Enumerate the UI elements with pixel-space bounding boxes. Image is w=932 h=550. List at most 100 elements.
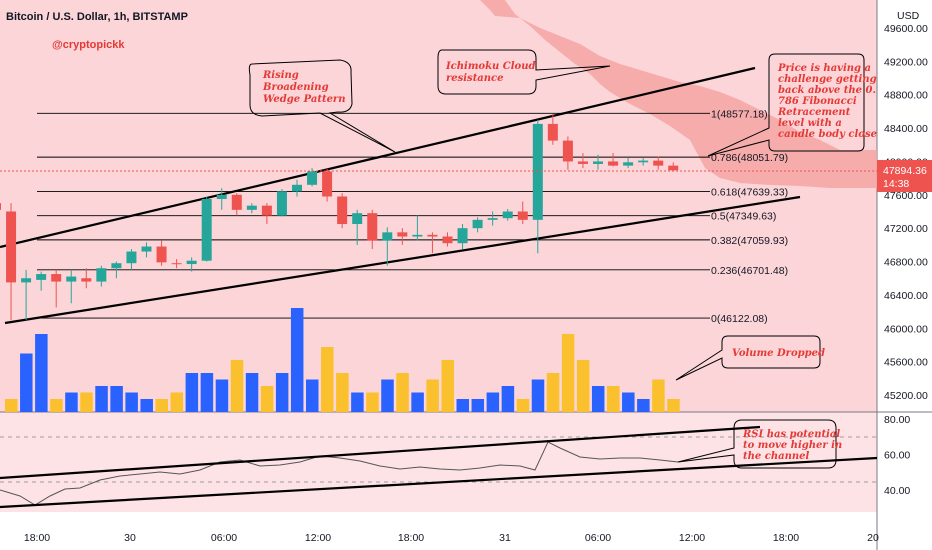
candle-body bbox=[0, 203, 1, 210]
fibonacci-retracement[interactable]: 1(48577.18) 0.786(48051.79) 0.618(47639.33… bbox=[37, 108, 788, 325]
time-axis-ticks[interactable]: 18:00 30 06:00 12:00 18:00 31 06:00 12:00 18:00 2… bbox=[24, 532, 879, 544]
note-cloud-callout bbox=[437, 49, 611, 95]
price-tick-label: 48400.00 bbox=[884, 123, 928, 135]
note-rsi[interactable]: RSI has potential to move higher in the … bbox=[677, 419, 842, 469]
candle-body bbox=[96, 268, 107, 282]
time-tick-label: 31 bbox=[499, 532, 511, 544]
fib-level-label: 0.236(46701.48) bbox=[711, 265, 788, 277]
time-tick-label: 06:00 bbox=[585, 532, 611, 544]
note-fib-line-6: level with a bbox=[778, 118, 842, 129]
candle-body bbox=[337, 196, 348, 225]
note-volume-callout bbox=[675, 335, 821, 381]
volume-bar bbox=[80, 392, 93, 412]
price-tick-label: 46800.00 bbox=[884, 257, 928, 269]
volume-bar bbox=[411, 392, 424, 412]
time-tick-label: 12:00 bbox=[305, 532, 331, 544]
candle-body bbox=[547, 123, 558, 141]
note-wedge[interactable]: Rising Broadening Wedge Pattern bbox=[248, 59, 396, 153]
note-volume-line-1: Volume Dropped bbox=[732, 348, 825, 359]
rsi-line bbox=[0, 441, 679, 506]
volume-bar bbox=[170, 392, 184, 412]
candle-body bbox=[307, 171, 318, 185]
candlesticks bbox=[0, 113, 679, 320]
fib-level-label: 0.382(47059.93) bbox=[711, 235, 788, 247]
price-tick-label: 45600.00 bbox=[884, 357, 928, 369]
fib-level-label: 0.618(47639.33) bbox=[711, 187, 788, 199]
volume-bar bbox=[516, 399, 530, 412]
volume-bar bbox=[561, 334, 575, 412]
candle-body bbox=[502, 211, 513, 219]
note-cloud-line-1: Ichimoku Cloud bbox=[445, 61, 535, 72]
volume-bar bbox=[230, 360, 244, 412]
rsi-channel-upper bbox=[0, 425, 761, 480]
volume-bar bbox=[426, 379, 439, 412]
volume-bar bbox=[576, 360, 590, 412]
time-tick-label: 18:00 bbox=[773, 532, 799, 544]
volume-bar bbox=[622, 392, 635, 412]
volume-bar bbox=[20, 353, 33, 412]
volume-bar bbox=[321, 347, 334, 412]
volume-bar bbox=[140, 399, 153, 412]
volume-bar bbox=[652, 379, 665, 412]
volume-bar bbox=[351, 392, 364, 412]
candle-body bbox=[668, 165, 679, 171]
candle-body bbox=[517, 211, 528, 220]
volume-bar bbox=[456, 399, 469, 412]
price-axis-bg bbox=[877, 0, 932, 512]
price-tick-label: 49200.00 bbox=[884, 56, 928, 68]
volume-bar bbox=[441, 360, 454, 412]
volume-bar bbox=[95, 386, 108, 412]
volume-bar bbox=[381, 379, 394, 412]
wedge-trendlines[interactable] bbox=[0, 66, 801, 325]
candle-body bbox=[532, 123, 543, 220]
candle-body bbox=[6, 211, 17, 283]
volume-bar bbox=[185, 373, 199, 412]
rsi-pane bbox=[0, 425, 878, 509]
volume-bar bbox=[155, 399, 168, 412]
note-rsi-callout bbox=[677, 419, 837, 469]
candle-body bbox=[171, 263, 182, 265]
wedge-lower-line[interactable] bbox=[4, 195, 801, 325]
fib-level-label: 0(46122.08) bbox=[711, 313, 768, 325]
volume-bar bbox=[667, 399, 680, 412]
note-fib-callout bbox=[707, 53, 865, 157]
note-fib[interactable]: Price is having a challenge getting back… bbox=[707, 53, 877, 157]
volume-bar bbox=[65, 392, 78, 412]
volume-bar bbox=[200, 373, 214, 412]
volume-bar bbox=[275, 373, 289, 412]
candle-body bbox=[261, 205, 272, 216]
volume-bars bbox=[5, 308, 680, 412]
candle-body bbox=[457, 228, 468, 244]
volume-bar bbox=[306, 379, 319, 412]
time-tick-label: 20 bbox=[867, 532, 879, 544]
time-tick-label: 30 bbox=[124, 532, 136, 544]
time-tick-label: 18:00 bbox=[398, 532, 424, 544]
note-fib-line-7: candle body close bbox=[778, 129, 877, 140]
candle-body bbox=[156, 246, 167, 263]
time-tick-label: 06:00 bbox=[211, 532, 237, 544]
candle-body bbox=[231, 194, 242, 210]
candle-body bbox=[246, 205, 257, 210]
candle-body bbox=[472, 219, 483, 229]
candle-body bbox=[141, 246, 152, 252]
note-volume[interactable]: Volume Dropped bbox=[675, 335, 825, 381]
candle-body bbox=[427, 234, 438, 237]
note-fib-line-3: back above the 0. bbox=[778, 85, 876, 96]
fib-level-label: 0.5(47349.63) bbox=[711, 211, 776, 223]
candle-body bbox=[292, 184, 302, 192]
candle-body bbox=[593, 161, 603, 164]
volume-bar bbox=[110, 386, 123, 412]
volume-bar bbox=[486, 392, 500, 412]
currency-label: USD bbox=[897, 10, 920, 22]
note-wedge-line-2: Broadening bbox=[262, 82, 329, 93]
volume-bar bbox=[50, 399, 63, 412]
volume-bar bbox=[336, 373, 349, 412]
candle-body bbox=[487, 218, 498, 220]
last-price-countdown: 14:38 bbox=[883, 178, 909, 190]
wedge-upper-line[interactable] bbox=[0, 66, 756, 249]
volume-bar bbox=[290, 308, 304, 412]
note-cloud[interactable]: Ichimoku Cloud resistance bbox=[437, 49, 611, 95]
rsi-tick-label: 60.00 bbox=[884, 450, 910, 462]
